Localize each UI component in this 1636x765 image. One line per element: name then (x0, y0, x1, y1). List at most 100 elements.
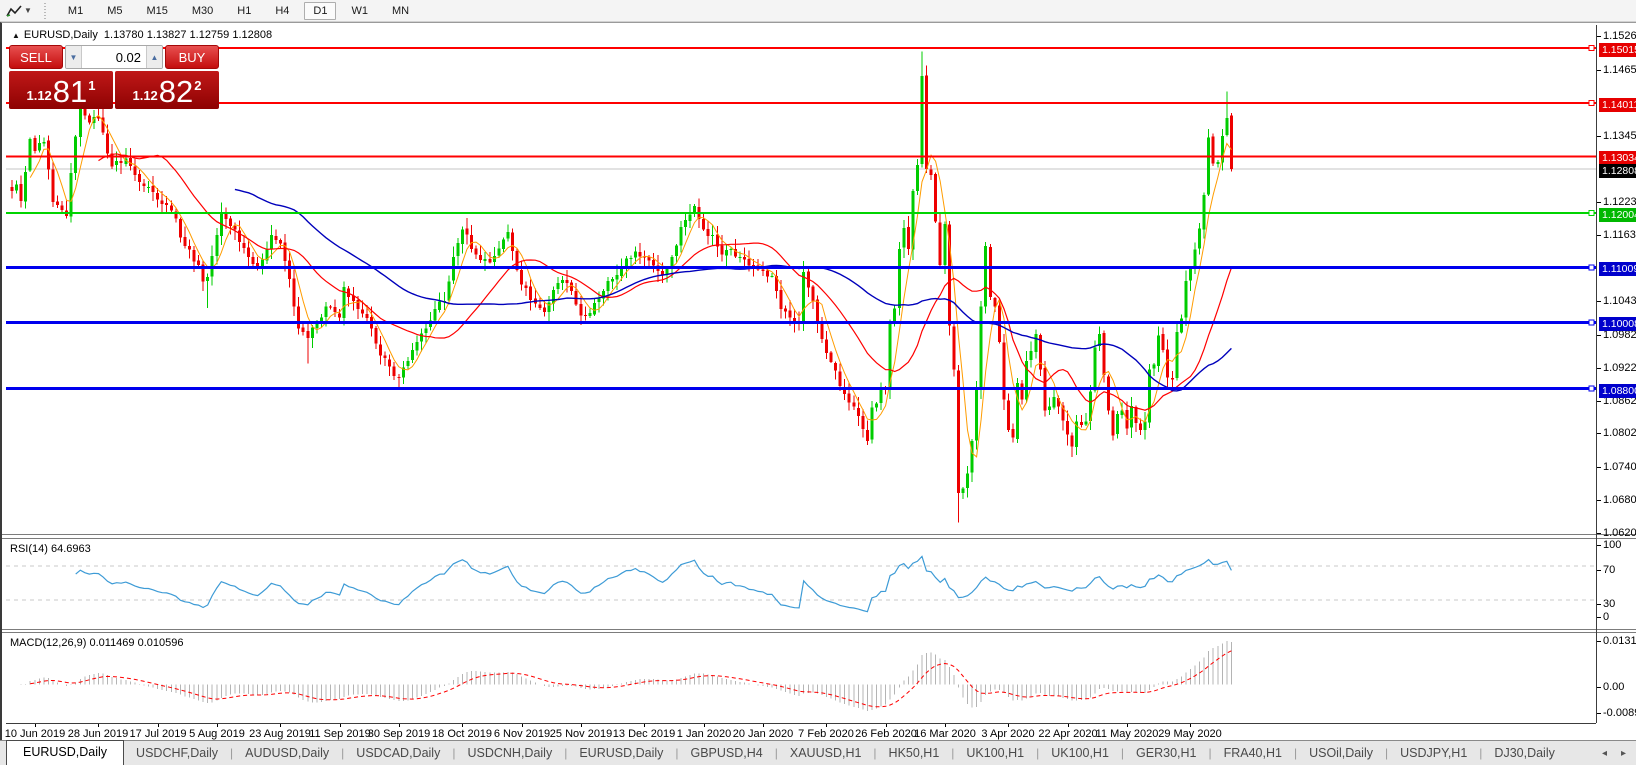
lot-decrease-button[interactable]: ▼ (66, 46, 82, 68)
time-tick-label: 16 Mar 2020 (914, 728, 976, 740)
axis-tick (1597, 135, 1601, 137)
timeframe-button-h4[interactable]: H4 (275, 5, 290, 17)
tab-separator: | (873, 746, 877, 760)
timeframe-button-m1[interactable]: M1 (67, 5, 84, 17)
hline-price-badge: 1.10008 (1599, 317, 1636, 332)
time-tick-label: 28 Jun 2019 (67, 728, 129, 740)
trade-controls-row: SELL ▼ 0.02 ▲ BUY (9, 45, 219, 69)
macd-indicator-label: MACD(12,26,9) 0.011469 0.010596 (10, 637, 184, 649)
chart-ohlc-values: 1.13780 1.13827 1.12759 1.12808 (103, 29, 273, 41)
price-tick-label: 1.13450 (1603, 129, 1636, 142)
timeframe-button-mn[interactable]: MN (391, 5, 410, 17)
chart-tab-xauusd-7[interactable]: XAUUSD,H1 (789, 746, 862, 760)
chart-tab-usdjpy-14[interactable]: USDJPY,H1 (1400, 746, 1468, 760)
price-tick-label: 1.09820 (1603, 328, 1636, 341)
panel-separator[interactable] (2, 534, 1636, 539)
time-tick-label: 25 Nov 2019 (549, 728, 613, 740)
tab-separator: | (452, 746, 456, 760)
axis-tick (1597, 532, 1601, 534)
sell-button[interactable]: SELL (9, 45, 63, 69)
axis-tick (1597, 235, 1601, 237)
price-tick-label: 1.11635 (1603, 229, 1636, 242)
axis-tick (1597, 367, 1601, 369)
chart-tab-usdcad-3[interactable]: USDCAD,Daily (356, 746, 441, 760)
buy-price-button[interactable]: 1.12 82 2 (115, 71, 219, 109)
timeframe-button-m30[interactable]: M30 (191, 5, 214, 17)
timeframe-button-m5[interactable]: M5 (107, 5, 123, 17)
hline-price-badge: 1.11009 (1599, 262, 1636, 277)
time-tick-label: 11 Sep 2019 (309, 728, 371, 740)
tabs-scroll-right-icon[interactable]: ▸ (1620, 748, 1626, 759)
macd-panel-canvas[interactable] (6, 633, 1596, 723)
timeframe-button-m15[interactable]: M15 (146, 5, 168, 17)
axis-tick (1597, 300, 1601, 302)
chart-tab-hk50-8[interactable]: HK50,H1 (888, 746, 940, 760)
rsi-panel-canvas[interactable] (6, 539, 1596, 629)
time-tick-label: 29 May 2020 (1158, 728, 1222, 740)
chart-symbol-label: EURUSD,Daily (23, 29, 98, 41)
chart-tab-gbpusd-6[interactable]: GBPUSD,H4 (690, 746, 763, 760)
chart-tab-dj30-15[interactable]: DJ30,Daily (1494, 746, 1555, 760)
tabs-scroll-left-icon[interactable]: ◂ (1601, 748, 1607, 759)
chart-tab-audusd-2[interactable]: AUDUSD,Daily (245, 746, 330, 760)
rsi-tick-label: 70 (1603, 564, 1616, 577)
zigzag-chart-icon (6, 4, 22, 17)
price-axis[interactable]: 1.15265 1.14650 1.13450 1.12235 1.11635 1.104… (1596, 25, 1636, 723)
sell-price-button[interactable]: 1.12 81 1 (9, 71, 113, 109)
tab-separator: | (1385, 746, 1389, 760)
buy-price-base: 1.12 (132, 88, 158, 103)
panel-separator[interactable] (2, 629, 1636, 633)
chart-tab-fra40-12[interactable]: FRA40,H1 (1223, 746, 1282, 760)
time-tick (1068, 724, 1069, 727)
timeframe-button-w1[interactable]: W1 (351, 5, 368, 17)
price-tick-label: 1.09220 (1603, 361, 1636, 374)
chart-tab-usdcnh-4[interactable]: USDCNH,Daily (467, 746, 553, 760)
timeframe-toolbar: M1 M5 M15 M30 H1 H4 D1 W1 MN (59, 1, 418, 20)
price-chart-canvas[interactable] (6, 25, 1596, 534)
tab-separator: | (1479, 746, 1483, 760)
macd-tick-label: 0.00 (1603, 680, 1625, 693)
time-tick (945, 724, 946, 727)
chart-tabs: EURUSD,Daily USDCHF,Daily | AUDUSD,Daily | US… (0, 740, 1567, 765)
chart-tab-usoil-13[interactable]: USOil,Daily (1309, 746, 1373, 760)
tab-scroll-arrows: ◂ ▸ (1602, 748, 1626, 759)
price-tick-label: 1.14650 (1603, 63, 1636, 76)
axis-tick (1597, 570, 1601, 572)
price-tick-label: 1.07405 (1603, 461, 1636, 474)
time-tick (886, 724, 887, 727)
time-tick (826, 724, 827, 727)
time-tick-label: 22 Apr 2020 (1038, 728, 1098, 740)
collapse-arrow-icon[interactable]: ▲ (12, 31, 20, 40)
tab-separator: | (774, 746, 778, 760)
current-price-badge: 1.12808 (1599, 163, 1636, 178)
chart-tab-ger30-11[interactable]: GER30,H1 (1136, 746, 1197, 760)
time-tick-label: 23 Aug 2019 (249, 728, 311, 740)
price-tick-label: 1.12235 (1603, 196, 1636, 209)
chart-tab-usdchf-1[interactable]: USDCHF,Daily (136, 746, 218, 760)
chevron-down-icon: ▼ (24, 6, 32, 15)
chart-tab-uk100-9[interactable]: UK100,H1 (966, 746, 1025, 760)
time-tick (644, 724, 645, 727)
buy-button[interactable]: BUY (165, 45, 219, 69)
tab-separator: | (951, 746, 955, 760)
chart-tab-eurusd-5[interactable]: EURUSD,Daily (579, 746, 664, 760)
axis-tick (1597, 713, 1601, 714)
time-axis[interactable]: 10 Jun 2019 28 Jun 2019 17 Jul 2019 5 Aug 2… (4, 723, 1596, 741)
time-tick (217, 724, 218, 727)
rsi-indicator-label: RSI(14) 64.6963 (10, 543, 91, 555)
timeframe-button-d1[interactable]: D1 (304, 1, 337, 20)
chart-tab-uk100-10[interactable]: UK100,H1 (1051, 746, 1109, 760)
chart-tab-eurusd-0[interactable]: EURUSD,Daily (6, 740, 125, 765)
lot-size-input[interactable]: 0.02 (115, 49, 141, 65)
price-tick-label: 1.06205 (1603, 526, 1636, 539)
time-tick-label: 3 Apr 2020 (981, 728, 1035, 740)
lot-increase-button[interactable]: ▲ (146, 46, 162, 68)
time-tick (399, 724, 400, 727)
time-tick-label: 10 Jun 2019 (4, 728, 66, 740)
axis-tick (1597, 686, 1601, 688)
toolbar-grip[interactable] (41, 2, 49, 19)
time-tick (763, 724, 764, 727)
line-studies-icon[interactable]: ▼ (0, 0, 38, 22)
timeframe-button-h1[interactable]: H1 (237, 5, 252, 17)
